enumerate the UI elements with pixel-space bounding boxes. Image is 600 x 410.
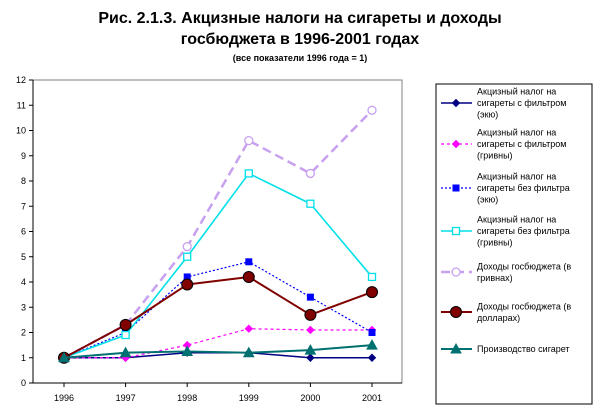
legend-label-3: сигареты без фильтра [477, 183, 570, 193]
legend-marker-1 [451, 98, 461, 108]
legend-marker-7 [450, 342, 462, 354]
y-tick-label: 9 [21, 151, 26, 161]
series-7-point [181, 345, 194, 356]
series-2-point [306, 325, 315, 335]
series-line-7 [63, 344, 373, 359]
series-7-point [119, 346, 132, 358]
series-5-point [244, 135, 254, 146]
legend-label-4: сигареты без фильтра [477, 226, 570, 236]
legend-label-3: (экю) [477, 195, 498, 205]
series-line-2 [64, 328, 372, 359]
series-6-point [366, 286, 378, 299]
x-tick-label: 1996 [54, 393, 74, 403]
legend-label-2: (гривны) [477, 151, 513, 161]
series-1-point [306, 353, 315, 362]
x-tick-label: 2001 [362, 393, 382, 403]
series-line-5 [63, 109, 373, 359]
series-5-point [367, 105, 377, 115]
series-3-point [368, 329, 376, 336]
series-4-point [121, 330, 130, 340]
series-6-point [304, 308, 317, 321]
series-7-point [242, 346, 255, 358]
x-tick-label: 2000 [300, 393, 320, 403]
y-tick-label: 10 [16, 126, 26, 136]
series-5-point [182, 241, 192, 252]
legend-label-1: сигареты с фильтром [477, 98, 566, 108]
y-tick-label: 8 [21, 176, 26, 186]
legend-label-5: Доходы госбюджета (в [477, 261, 571, 271]
chart-subtitle: (все показатели 1996 года = 1) [232, 53, 368, 63]
x-tick-label: 1998 [177, 393, 197, 403]
legend-label-5: гривнах) [477, 273, 513, 283]
x-tick-label: 1997 [116, 393, 136, 403]
legend-label-2: Акцизный налог на [477, 128, 556, 138]
legend-label-7: Производство сигарет [477, 344, 570, 354]
y-tick-label: 7 [21, 201, 26, 211]
legend-label-4: Акцизный налог на [477, 215, 556, 225]
series-line-6 [63, 275, 373, 359]
y-tick-label: 6 [21, 227, 26, 237]
series-6-point [242, 270, 255, 283]
chart-title-line-2: госбюджета в 1996-2001 годах [180, 31, 420, 48]
series-1-point [367, 353, 377, 362]
series-2-point [244, 324, 254, 333]
chart-title-line-1: Рис. 2.1.3. Акцизные налоги на сигареты … [98, 10, 502, 27]
series-line-4 [63, 172, 373, 359]
y-tick-label: 11 [17, 100, 26, 110]
legend-label-6: долларах) [477, 313, 520, 323]
plot-frame [32, 79, 403, 384]
legend-marker-4 [451, 226, 461, 236]
legend-label-2: сигареты с фильтром [477, 139, 566, 149]
series-5-point [305, 168, 316, 179]
legend-label-3: Акцизный налог на [477, 172, 556, 182]
series-4-point [306, 199, 315, 208]
series-3-point [245, 258, 253, 266]
y-tick-label: 5 [21, 252, 26, 262]
legend-marker-2 [451, 139, 461, 149]
legend-marker-3 [452, 184, 460, 192]
series-4-point [244, 169, 253, 178]
y-tick-label: 1 [21, 353, 26, 363]
y-tick-label: 4 [21, 277, 26, 287]
legend-label-4: (гривны) [477, 238, 513, 248]
series-line-3 [63, 261, 373, 359]
series-6-point [181, 278, 194, 291]
legend-marker-5 [451, 267, 461, 277]
series-3-point [306, 293, 314, 301]
series-4-point [183, 252, 192, 261]
series-6-point [119, 318, 132, 331]
chart-title: Рис. 2.1.3. Акцизные налоги на сигареты … [0, 8, 600, 50]
x-tick-label: 1999 [239, 393, 259, 403]
legend-label-6: Доходы госбюджета (в [477, 301, 571, 311]
series-7-point [58, 351, 70, 363]
legend-label-1: Акцизный налог на [477, 87, 556, 97]
series-7-point [366, 339, 378, 350]
series-7-point [304, 344, 317, 355]
y-tick-label: 12 [16, 75, 26, 85]
y-tick-label: 2 [21, 328, 26, 338]
legend-frame [435, 83, 593, 405]
y-tick-label: 0 [21, 378, 26, 388]
y-tick-label: 3 [21, 302, 26, 312]
legend-label-1: (экю) [477, 110, 498, 120]
series-4-point [367, 272, 377, 282]
legend-marker-6 [450, 306, 462, 318]
